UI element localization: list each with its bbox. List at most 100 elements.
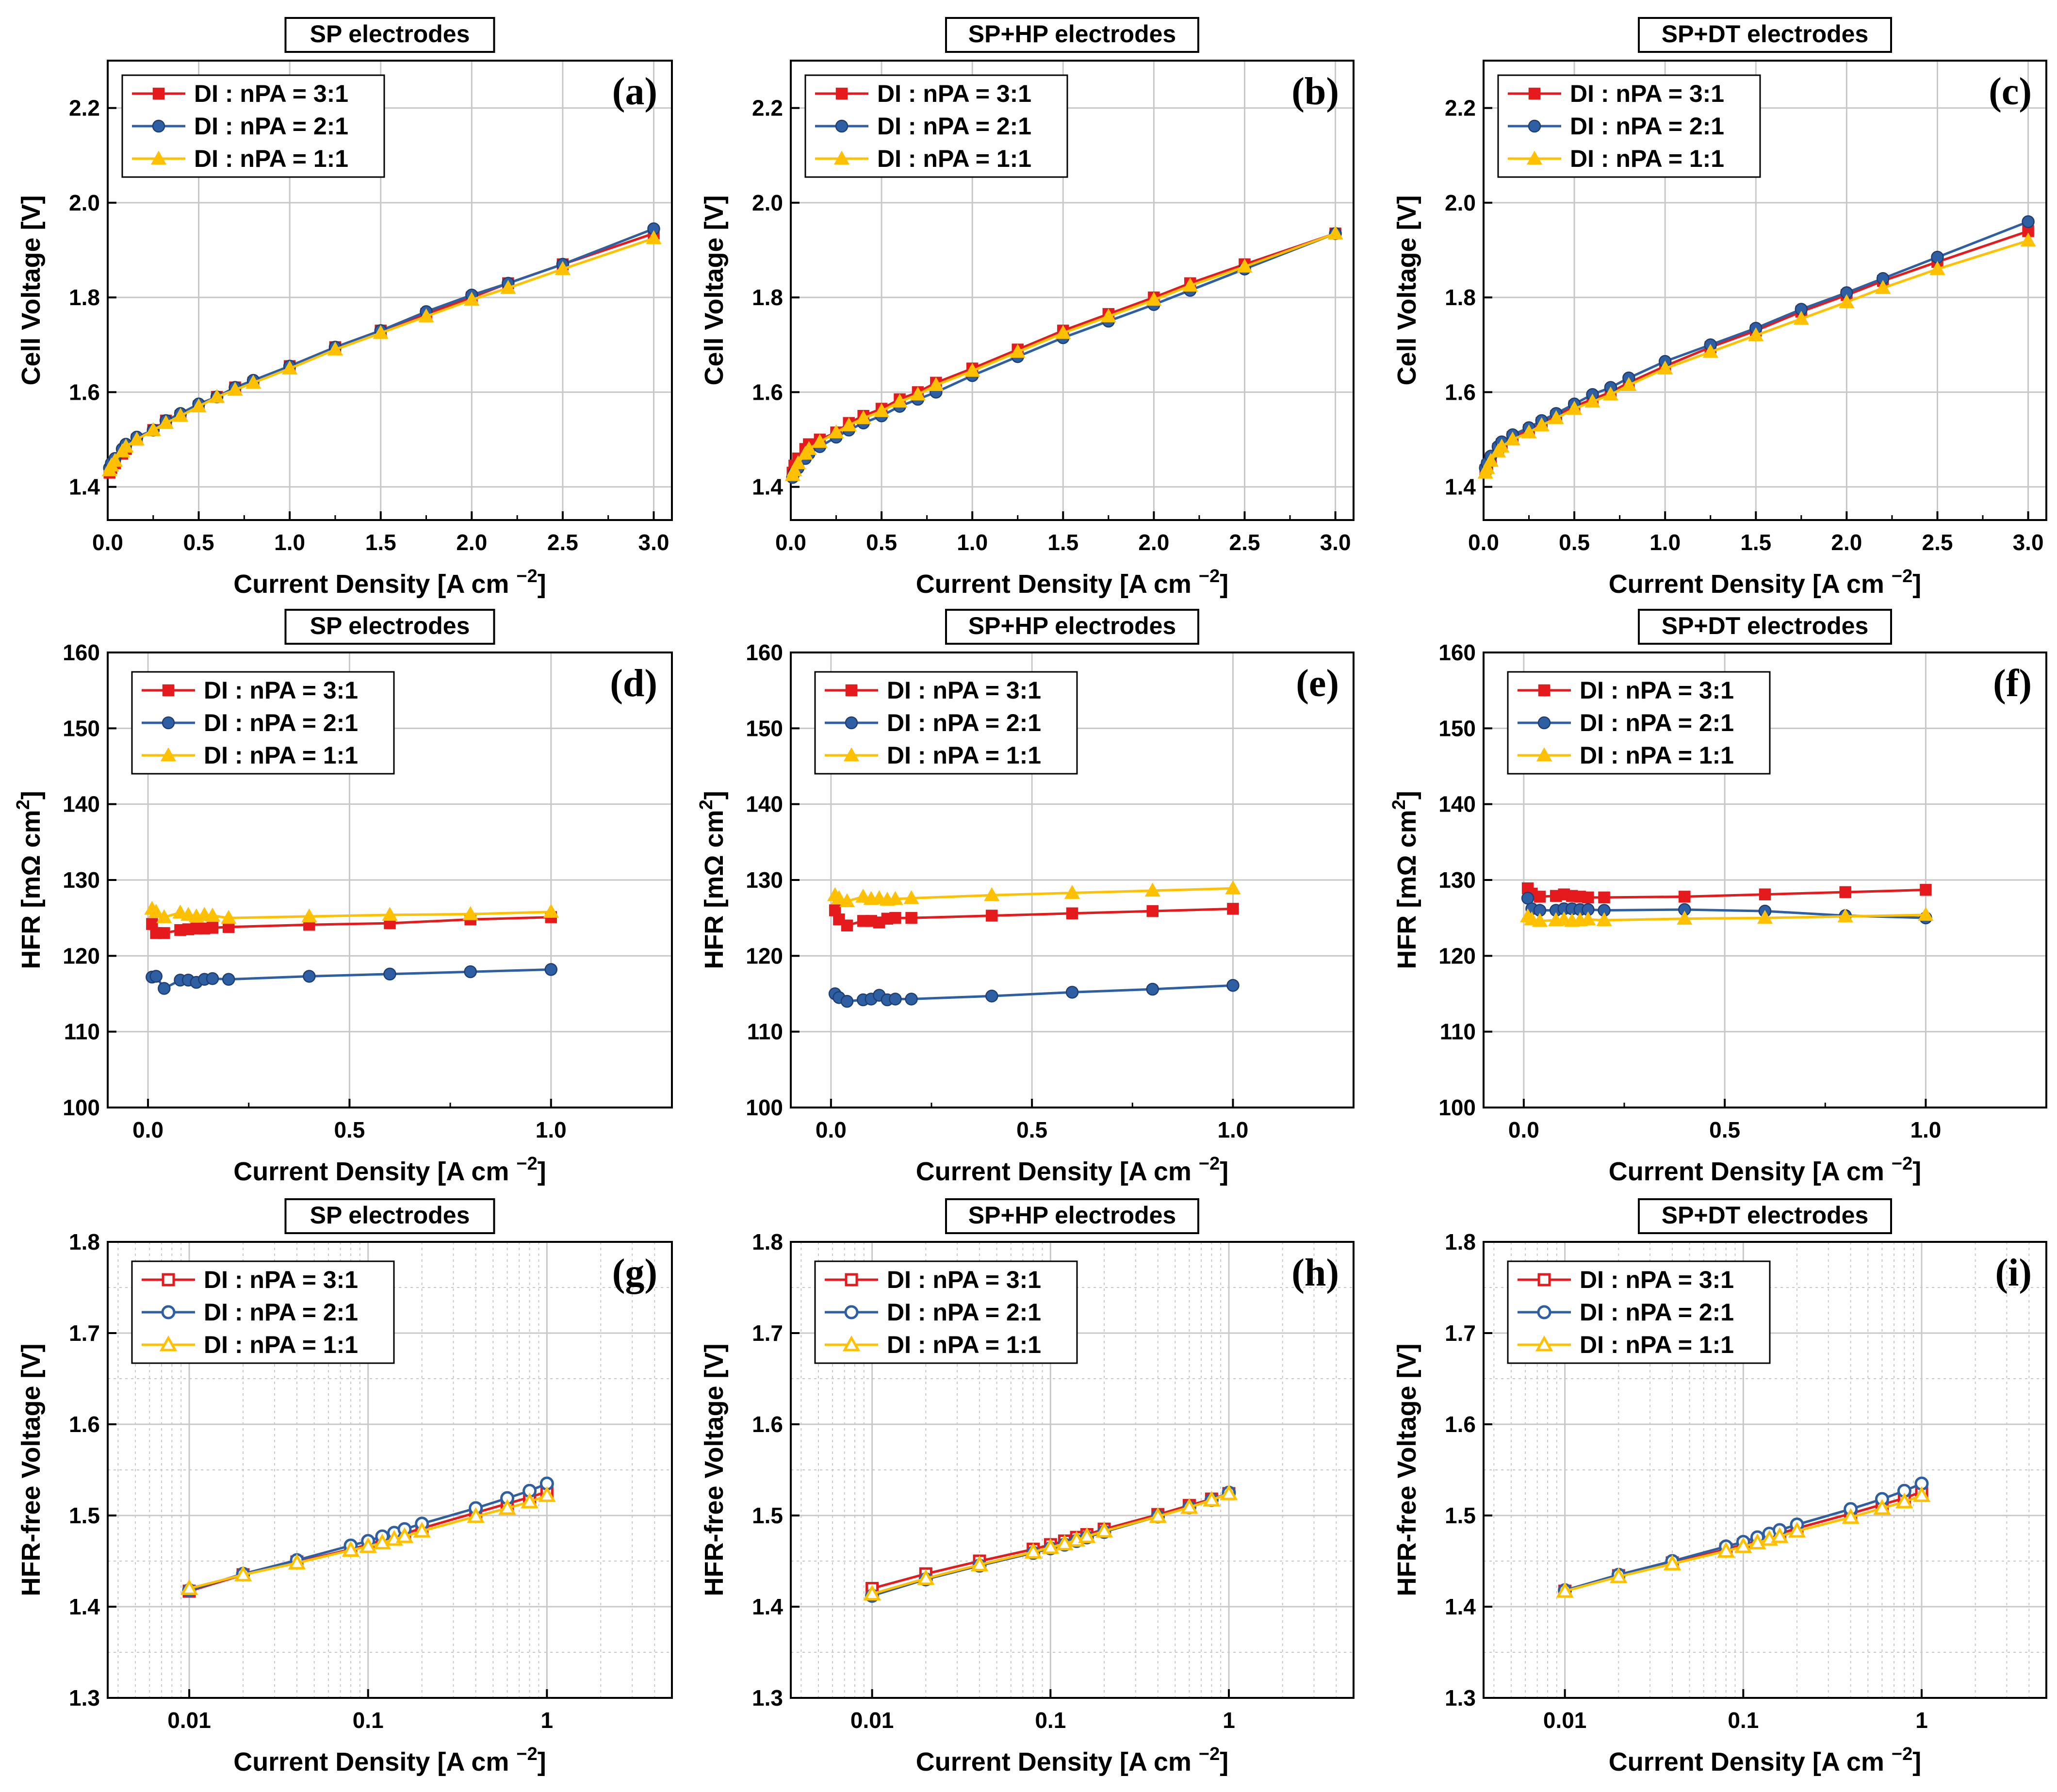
legend-marker — [843, 747, 860, 762]
title-box — [1638, 609, 1892, 645]
x-axis-label-end: ] — [1220, 1747, 1228, 1776]
chart-panel-h: 0.01 0.1 1 1.3 1.4 1.5 1.6 1.7 1.8 SP+HP electrod… — [700, 1198, 1355, 1776]
x-tick-label: 3.0 — [2013, 530, 2044, 555]
y-tick-label: 100 — [1438, 1095, 1476, 1120]
legend-marker — [835, 119, 849, 133]
series-3 — [1520, 907, 1934, 927]
legend-label: DI : nPA = 2:1 — [877, 113, 1031, 140]
y-axis-label-text: Cell Voltage [V] — [1392, 195, 1421, 385]
legend-marker — [1538, 684, 1551, 697]
y-tick-label: 1.4 — [1445, 474, 1476, 500]
x-tick-label: 0.01 — [167, 1708, 211, 1733]
data-point — [970, 1555, 989, 1572]
data-point — [646, 230, 662, 244]
y-tick-label: 150 — [746, 716, 783, 741]
data-point — [1793, 310, 1809, 325]
y-axis-label: HFR [mΩ cm2] — [1389, 791, 1421, 969]
y-tick-label: 2.2 — [69, 96, 100, 121]
x-axis-label: Current Density [A cm −2] — [1609, 566, 1921, 599]
data-point — [1483, 453, 1499, 467]
x-axis-label-text: Current Density [A cm — [233, 570, 516, 599]
y-tick-label: 2.0 — [752, 190, 783, 215]
y-axis-label: Cell Voltage [V] — [16, 195, 46, 385]
legend: DI : nPA = 3:1 DI : nPA = 2:1 DI : nPA = 1… — [1507, 671, 1771, 775]
data-point — [1144, 882, 1160, 897]
data-point — [521, 1492, 539, 1509]
legend-marker — [1528, 119, 1541, 133]
legend: DI : nPA = 3:1 DI : nPA = 2:1 DI : nPA = 1… — [804, 74, 1068, 178]
x-tick-label: 0.0 — [132, 1117, 163, 1142]
chart-panel-b: 0.0 0.5 1.0 1.5 2.0 2.5 3.0 1.4 1.6 1.8 2.0 2.2 SP+H… — [700, 17, 1355, 599]
y-tick-label: 120 — [1438, 943, 1476, 968]
series-2 — [828, 979, 1240, 1008]
data-point — [1580, 911, 1596, 926]
legend-marker — [842, 1335, 861, 1352]
chart-panel-e: 0.0 0.5 1.0 100 110 120 130 140 150 160 SP+HP elec… — [696, 609, 1355, 1186]
y-tick-label: 100 — [746, 1095, 783, 1120]
data-point — [222, 973, 235, 986]
legend: DI : nPA = 3:1 DI : nPA = 2:1 DI : nPA = 1… — [814, 1260, 1078, 1364]
data-point — [373, 1533, 392, 1549]
legend-marker — [845, 1273, 858, 1287]
data-point — [1055, 325, 1071, 339]
x-tick-label: 1.5 — [365, 530, 396, 555]
y-tick-label: 120 — [63, 943, 100, 968]
data-point — [1220, 1484, 1238, 1500]
y-tick-label: 2.0 — [1445, 190, 1476, 215]
legend-label: DI : nPA = 3:1 — [194, 80, 348, 107]
data-point — [555, 261, 571, 275]
x-axis-label-superscript: −2 — [1199, 1744, 1220, 1764]
data-point — [1095, 1521, 1113, 1538]
x-axis-label-superscript: −2 — [516, 1154, 537, 1174]
data-point — [1327, 225, 1343, 240]
data-point — [395, 1527, 414, 1543]
series-3 — [144, 900, 559, 924]
panel-label: (c) — [1989, 70, 2032, 113]
series-1 — [1479, 225, 2034, 476]
y-tick-label: 140 — [1438, 792, 1476, 817]
x-tick-label: 1.0 — [1649, 530, 1681, 555]
x-tick-label: 1.0 — [1217, 1117, 1248, 1142]
legend-label: DI : nPA = 2:1 — [194, 113, 348, 140]
data-point — [1918, 907, 1934, 921]
x-axis-label-end: ] — [538, 1157, 546, 1186]
data-point — [1010, 343, 1026, 358]
y-axis-label: HFR [mΩ cm2] — [696, 791, 729, 969]
data-point — [1024, 1543, 1042, 1559]
x-tick-label: 0.5 — [334, 1117, 365, 1142]
legend: DI : nPA = 3:1 DI : nPA = 2:1 DI : nPA = 1… — [1507, 1260, 1771, 1364]
y-axis-label-text: HFR-free Voltage [V] — [16, 1343, 46, 1596]
x-tick-label: 0.1 — [1728, 1708, 1759, 1733]
legend-label: DI : nPA = 2:1 — [204, 709, 358, 736]
legend: DI : nPA = 3:1 DI : nPA = 2:1 DI : nPA = 1… — [131, 671, 395, 775]
data-point — [964, 362, 980, 377]
data-point — [245, 375, 261, 389]
x-axis-label-end: ] — [1912, 570, 1921, 599]
data-point — [1225, 880, 1241, 895]
legend-label: DI : nPA = 1:1 — [194, 145, 348, 172]
data-point — [156, 909, 172, 923]
series-1 — [829, 903, 1239, 932]
y-axis-label-end: ] — [1392, 791, 1421, 799]
x-axis-label-text: Current Density [A cm — [233, 1747, 516, 1776]
data-point — [1149, 1507, 1167, 1523]
legend-label: DI : nPA = 3:1 — [1580, 677, 1734, 704]
legend-label: DI : nPA = 1:1 — [887, 742, 1041, 769]
data-point — [462, 906, 478, 920]
legend-label: DI : nPA = 2:1 — [1580, 709, 1734, 736]
data-point — [467, 1507, 485, 1523]
series-1 — [786, 228, 1341, 479]
panel-label: (a) — [612, 70, 657, 113]
chart-title: SP+HP electrodes — [968, 20, 1176, 48]
data-point — [327, 341, 343, 356]
data-point — [1759, 888, 1771, 900]
legend-marker — [833, 150, 850, 165]
data-point — [1875, 280, 1891, 294]
x-tick-label: 0.0 — [816, 1117, 847, 1142]
x-tick-label: 1 — [1915, 1708, 1928, 1733]
legend: DI : nPA = 3:1 DI : nPA = 2:1 DI : nPA = 1… — [131, 1260, 395, 1364]
plot-frame — [1483, 1241, 2047, 1699]
panel-label: (b) — [1291, 70, 1339, 113]
x-tick-label: 2.0 — [1138, 530, 1169, 555]
data-point — [863, 1584, 881, 1601]
